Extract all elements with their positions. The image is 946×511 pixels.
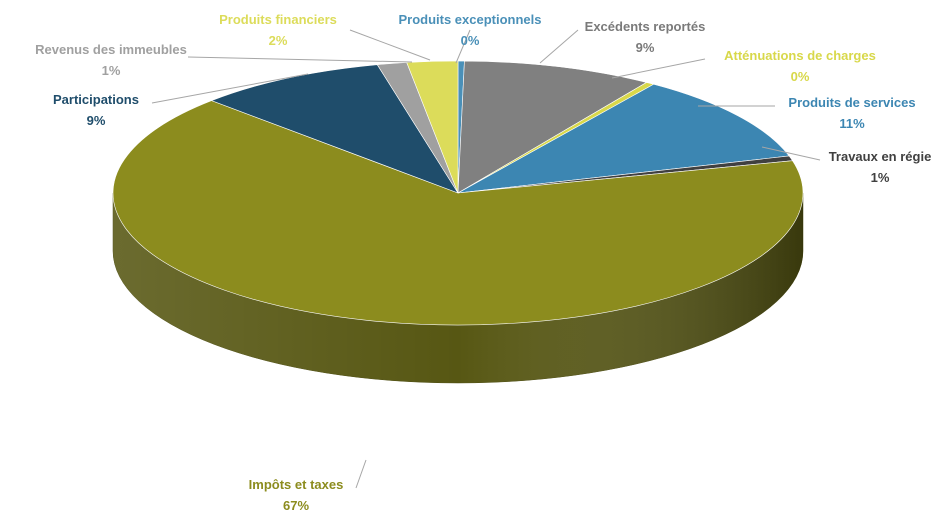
pie-slice-excedents-reportes bbox=[457, 60, 648, 194]
slice-value-excedents-reportes: 9% bbox=[636, 40, 655, 55]
slice-label-travaux-en-regie: Travaux en régie bbox=[829, 149, 932, 164]
leader-line-revenus-des-immeubles bbox=[187, 56, 413, 63]
slice-label-revenus-des-immeubles: Revenus des immeubles bbox=[35, 42, 187, 57]
leader-line-impots-et-taxes bbox=[355, 459, 367, 489]
slice-value-impots-et-taxes: 67% bbox=[283, 498, 309, 511]
slice-label-participations: Participations bbox=[53, 92, 139, 107]
leader-line-participations bbox=[151, 73, 309, 104]
pie-slice-impots-et-taxes bbox=[112, 100, 804, 326]
pie-slice-produits-financiers bbox=[406, 60, 459, 194]
leader-line-produits-exceptionnels bbox=[455, 29, 471, 64]
slice-value-travaux-en-regie: 1% bbox=[871, 170, 890, 185]
slice-value-produits-de-services: 11% bbox=[839, 116, 865, 131]
slice-label-impots-et-taxes: Impôts et taxes bbox=[249, 477, 344, 492]
slice-label-produits-de-services: Produits de services bbox=[788, 95, 915, 110]
slice-labels: Produits exceptionnels 0% Excédents report… bbox=[35, 12, 931, 511]
slice-value-produits-exceptionnels: 0% bbox=[461, 33, 480, 48]
slice-label-excedents-reportes: Excédents reportés bbox=[585, 19, 706, 34]
slice-value-revenus-des-immeubles: 1% bbox=[102, 63, 121, 78]
slice-label-produits-exceptionnels: Produits exceptionnels bbox=[398, 12, 541, 27]
leader-line-attenuations-de-charges bbox=[611, 58, 706, 79]
leader-line-produits-financiers bbox=[349, 29, 431, 61]
slice-value-attenuations-de-charges: 0% bbox=[791, 69, 810, 84]
slice-value-produits-financiers: 2% bbox=[269, 33, 288, 48]
leader-line-travaux-en-regie bbox=[761, 146, 821, 161]
slice-value-participations: 9% bbox=[87, 113, 106, 128]
pie-side-shading bbox=[113, 193, 803, 383]
leader-lines bbox=[151, 29, 821, 489]
pie-top bbox=[112, 60, 804, 326]
leader-line-excedents-reportes bbox=[539, 29, 579, 64]
pie-slice-produits-de-services bbox=[457, 83, 790, 194]
slice-label-attenuations-de-charges: Atténuations de charges bbox=[724, 48, 876, 63]
slice-label-produits-financiers: Produits financiers bbox=[219, 12, 337, 27]
